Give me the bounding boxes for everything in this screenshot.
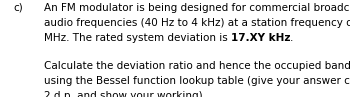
Text: c): c): [13, 3, 23, 13]
Text: Calculate the deviation ratio and hence the occupied bandwidth: Calculate the deviation ratio and hence …: [44, 61, 350, 71]
Text: audio frequencies (40 Hz to 4 kHz) at a station frequency of 102.6: audio frequencies (40 Hz to 4 kHz) at a …: [44, 18, 350, 28]
Text: MHz. The rated system deviation is: MHz. The rated system deviation is: [44, 33, 231, 43]
Text: using the Bessel function lookup table (give your answer correct to: using the Bessel function lookup table (…: [44, 76, 350, 86]
Text: .: .: [290, 33, 294, 43]
Text: An FM modulator is being designed for commercial broadcast of: An FM modulator is being designed for co…: [44, 3, 350, 13]
Text: 2 d.p. and show your working).: 2 d.p. and show your working).: [44, 91, 206, 97]
Text: 17.XY kHz: 17.XY kHz: [231, 33, 290, 43]
